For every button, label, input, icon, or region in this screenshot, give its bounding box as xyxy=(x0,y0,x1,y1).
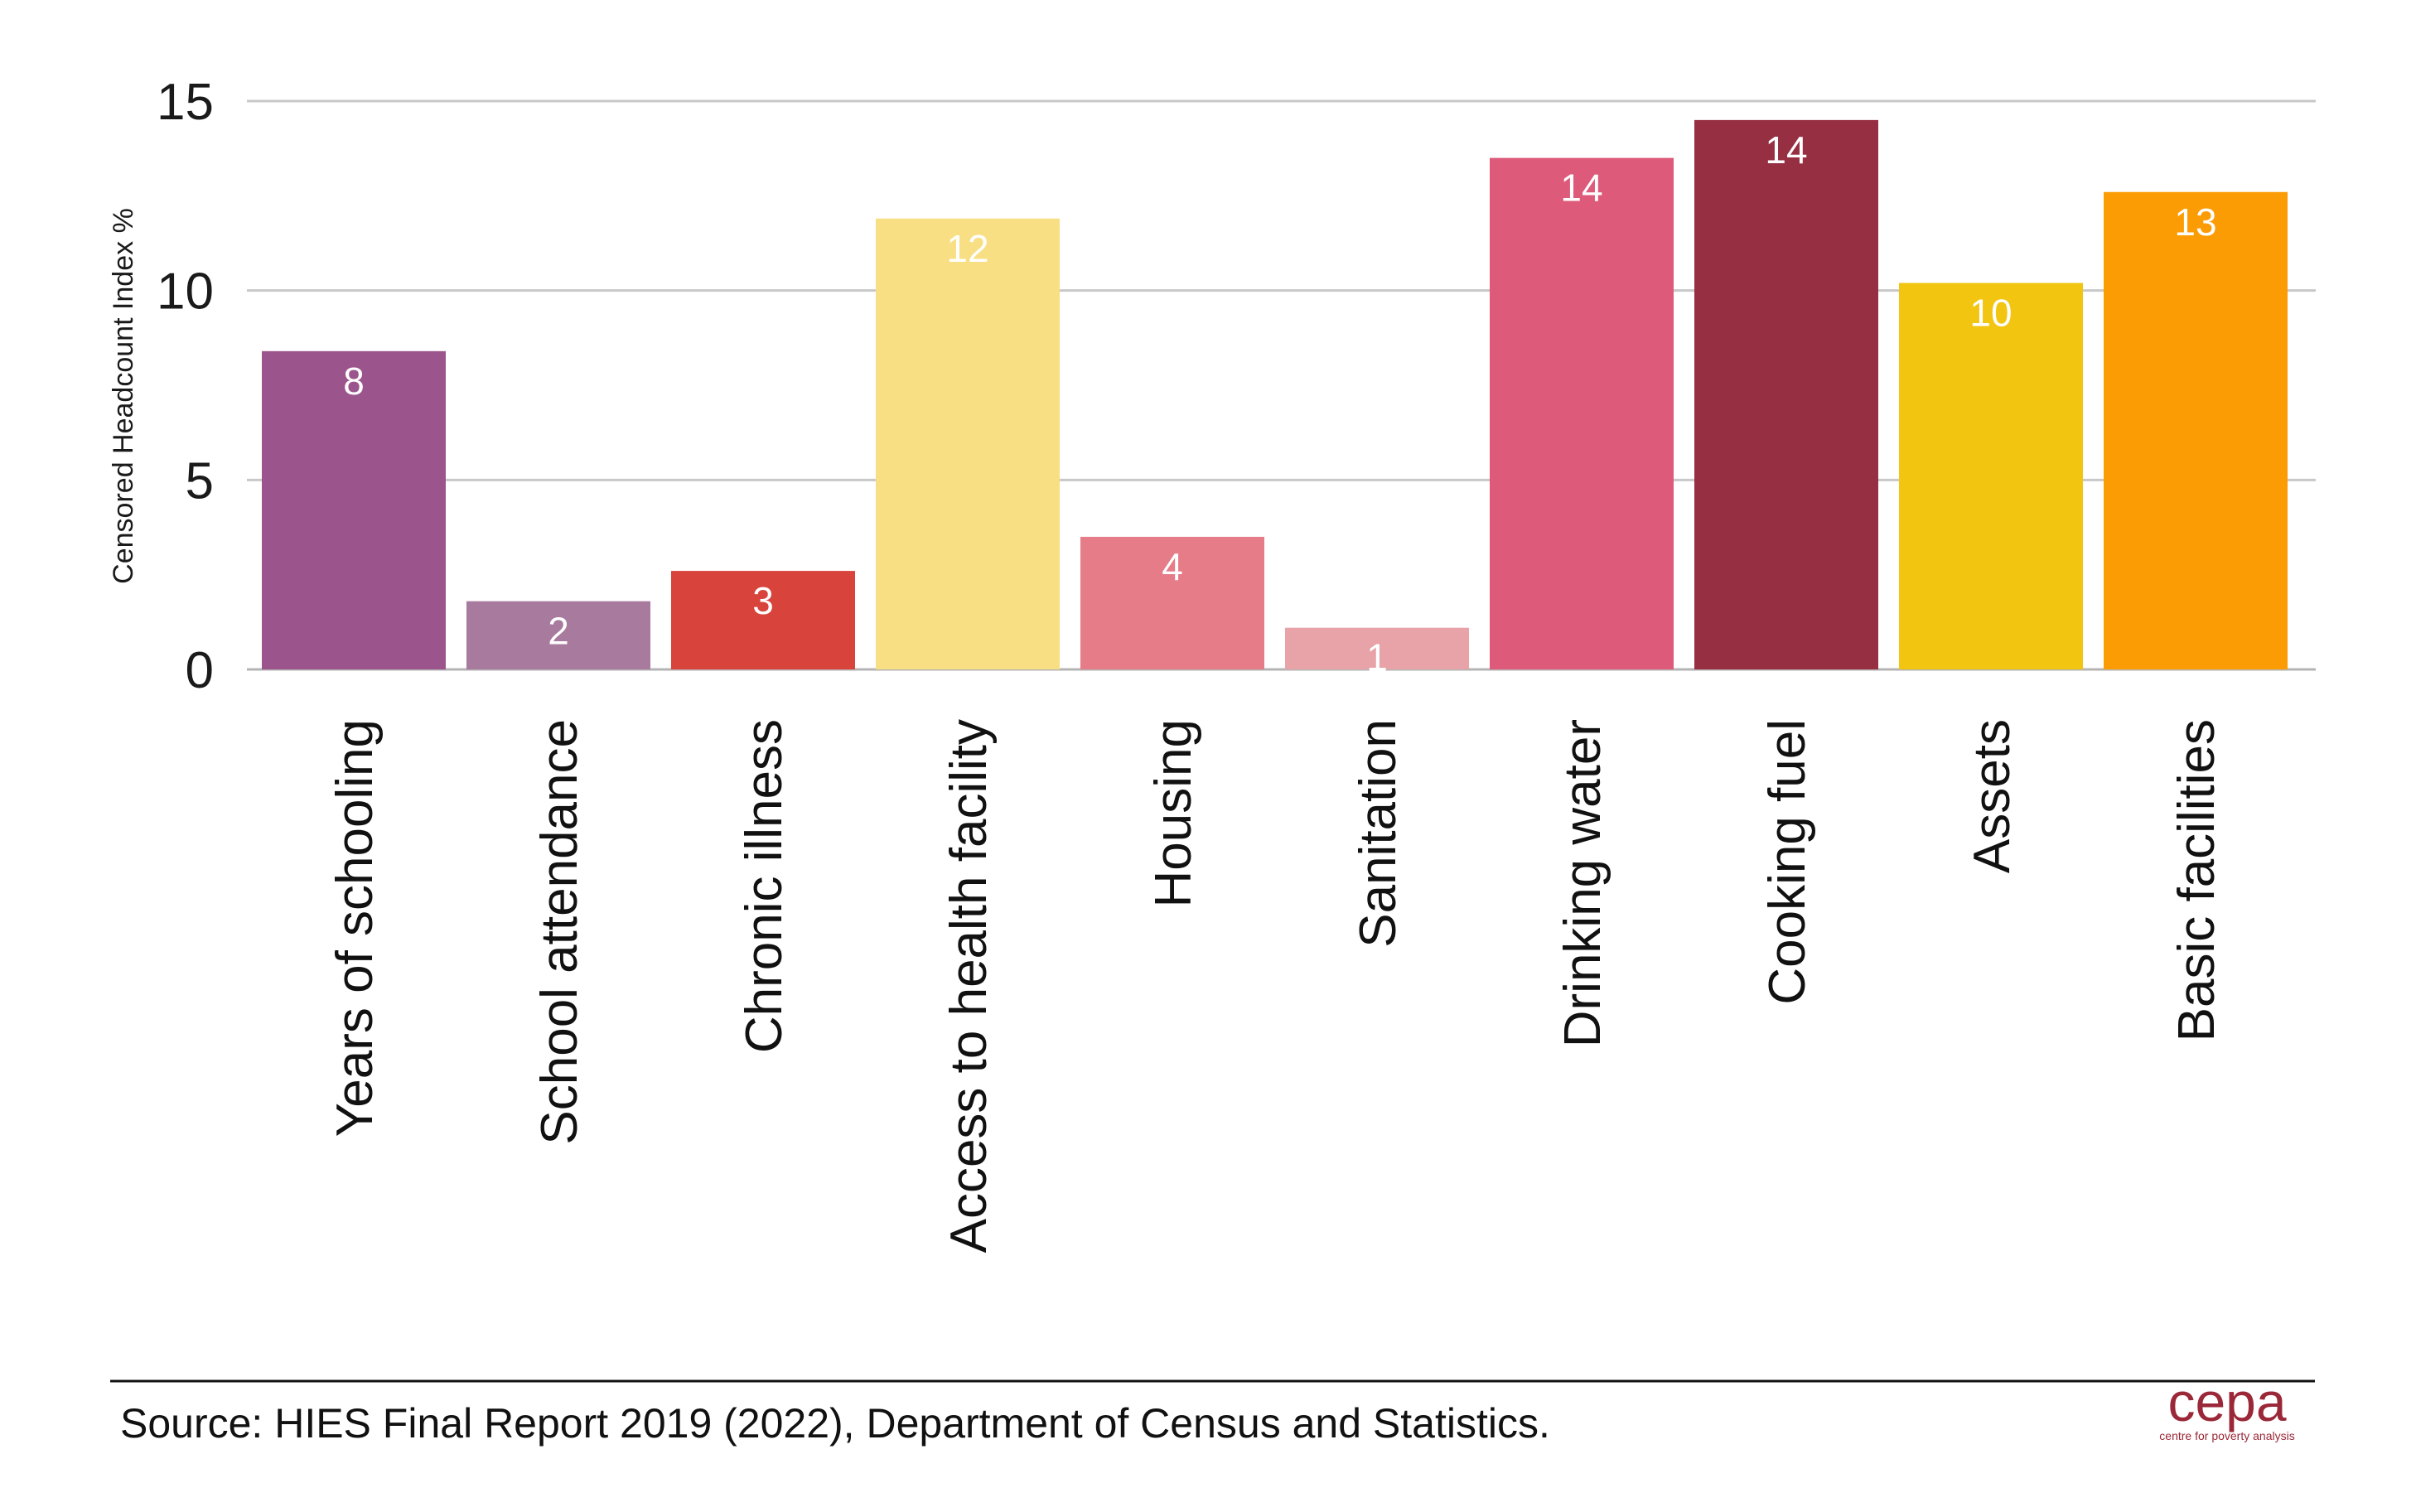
y-axis-label: Censored Headcount Index % xyxy=(108,208,139,584)
x-tick-label: School attendance xyxy=(531,719,588,1145)
y-tick-label: 10 xyxy=(157,263,214,321)
data-label: 3 xyxy=(752,579,774,622)
y-axis-ticks: 0 5 10 15 xyxy=(157,74,214,699)
x-tick-label: Drinking water xyxy=(1554,719,1611,1047)
data-label: 14 xyxy=(1560,167,1602,210)
data-label: 10 xyxy=(1969,292,2012,335)
x-tick-label: Basic facilities xyxy=(2168,719,2225,1041)
x-tick-label: Access to health facility xyxy=(940,719,998,1253)
x-tick-label: Assets xyxy=(1964,719,2021,873)
source-note: Source: HIES Final Report 2019 (2022), D… xyxy=(120,1400,1550,1447)
bar-drinking-water xyxy=(1490,157,1674,670)
x-axis-ticks: Years of schooling School attendance Chron… xyxy=(326,719,2225,1253)
x-tick-label: Years of schooling xyxy=(326,719,384,1137)
bar-assets xyxy=(1899,283,2083,669)
x-tick-label: Chronic illness xyxy=(736,719,793,1053)
y-tick-label: 0 xyxy=(186,642,214,699)
y-tick-label: 15 xyxy=(157,74,214,131)
data-label: 14 xyxy=(1765,128,1807,171)
data-label: 4 xyxy=(1162,545,1183,588)
data-label: 2 xyxy=(548,610,569,653)
bars xyxy=(262,119,2288,670)
data-labels: 8 2 3 12 4 1 14 14 10 13 xyxy=(343,128,2216,679)
x-tick-label: Housing xyxy=(1145,719,1202,907)
bar-school-attendance xyxy=(466,601,650,669)
bar-years-of-schooling xyxy=(262,350,446,669)
x-tick-label: Cooking fuel xyxy=(1759,719,1816,1005)
logo-wordmark: cepa xyxy=(2167,1371,2286,1432)
bar-chronic-illness xyxy=(671,571,855,669)
x-tick-label: Sanitation xyxy=(1350,719,1407,948)
logo-tagline: centre for poverty analysis xyxy=(2159,1429,2294,1442)
bar-cooking-fuel xyxy=(1694,119,1878,669)
y-tick-label: 5 xyxy=(186,452,214,510)
data-label: 8 xyxy=(343,360,365,403)
bar-sanitation xyxy=(1285,627,1469,669)
bar-access-to-health-facility xyxy=(876,218,1060,670)
data-label: 1 xyxy=(1366,636,1388,679)
bar-basic-facilities xyxy=(2104,191,2288,669)
bar-housing xyxy=(1080,536,1264,669)
data-label: 13 xyxy=(2174,200,2216,244)
data-label: 12 xyxy=(946,227,988,270)
cepa-logo: cepa centre for poverty analysis xyxy=(2159,1371,2294,1442)
